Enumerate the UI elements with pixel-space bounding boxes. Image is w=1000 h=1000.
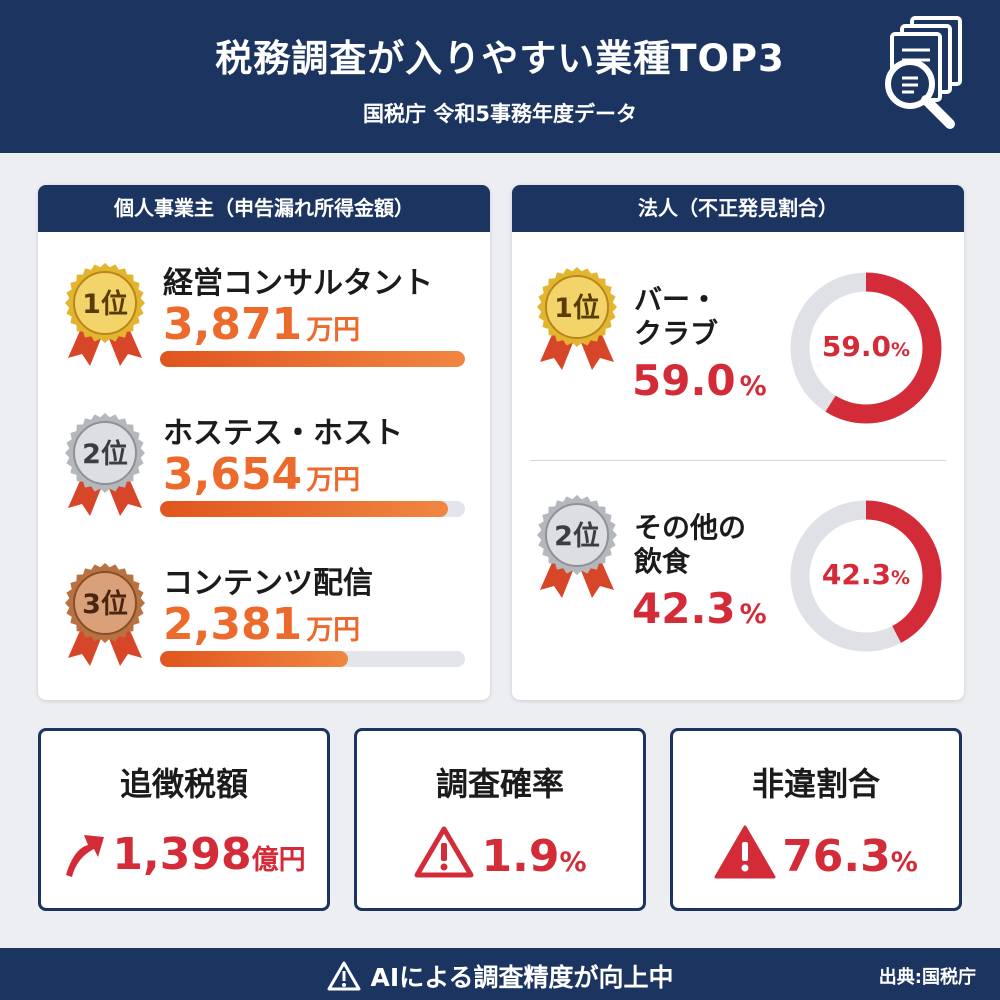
footer-source: 出典:国税庁: [878, 967, 976, 988]
medal-icon: 2位: [60, 408, 150, 518]
ranking-value: 59.0%: [632, 360, 767, 402]
corporate-panel-title: 法人（不正発見割合）: [512, 185, 964, 232]
medal-icon: 2位: [532, 490, 622, 600]
header: 税務調査が入りやすい業種TOP3 国税庁 令和5事務年度データ: [0, 0, 1000, 153]
medal-rank-label: 1位: [554, 292, 600, 324]
footer: AIによる調査精度が向上中 出典:国税庁: [0, 948, 1000, 1000]
medal-rank-label: 3位: [82, 588, 128, 620]
stat-box-additional-tax: 追徴税額 1,398億円: [38, 728, 330, 911]
stat-label: 追徴税額: [119, 765, 248, 803]
ranking-name: コンテンツ配信: [163, 566, 373, 601]
individual-panel-title: 個人事業主（申告漏れ所得金額）: [38, 185, 490, 232]
stat-value: 1,398億円: [41, 825, 327, 880]
stat-value: 1.9%: [357, 825, 643, 882]
stat-unit: 億円: [251, 845, 306, 876]
ranking-unit: %: [739, 599, 767, 630]
donut-arc: [790, 272, 942, 424]
stat-number: 1.9: [481, 831, 560, 882]
ranking-number: 59.0: [632, 356, 736, 405]
donut-value: 42.3: [821, 558, 892, 591]
ranking-unit: 万円: [306, 315, 361, 346]
donut-label: 42.3%: [782, 558, 950, 591]
ranking-bar: [160, 501, 465, 517]
ranking-value: 2,381 万円: [163, 603, 360, 647]
stat-label: 調査確率: [435, 765, 564, 803]
footer-message: AIによる調査精度が向上中: [0, 958, 1000, 994]
warning-outline-icon: [414, 826, 474, 878]
ranking-bar-fill: [160, 351, 465, 367]
donut-chart: 59.0%: [782, 264, 950, 432]
ranking-value: 3,654 万円: [163, 453, 360, 497]
ranking-unit: 万円: [306, 465, 361, 496]
warning-filled-icon: [714, 825, 776, 879]
ranking-number: 3,871: [163, 299, 303, 350]
page-subtitle: 国税庁 令和5事務年度データ: [363, 102, 637, 126]
ranking-name: 経営コンサルタント: [163, 266, 433, 301]
ranking-name-line2: クラブ: [634, 317, 719, 350]
donut-chart: 42.3%: [782, 492, 950, 660]
stat-unit: %: [559, 847, 587, 878]
stat-number: 76.3: [782, 831, 891, 882]
ranking-name-line1: その他の: [634, 511, 747, 544]
donut-arc: [790, 500, 942, 652]
arrow-up-icon: [66, 835, 105, 877]
medal-rank-label: 2位: [82, 438, 128, 470]
ranking-value: 42.3%: [632, 588, 767, 630]
ranking-number: 42.3: [632, 584, 736, 633]
document-search-icon: [885, 16, 962, 129]
stat-box-audit-rate: 調査確率 1.9%: [354, 728, 646, 911]
footer-message-text: AIによる調査精度が向上中: [370, 963, 674, 992]
medal-icon: 1位: [60, 258, 150, 368]
medal-rank-label: 1位: [82, 288, 128, 320]
ranking-name: ホステス・ホスト: [163, 416, 403, 451]
ranking-bar-fill: [160, 651, 348, 667]
ranking-bar: [160, 651, 465, 667]
medal-rank-label: 2位: [554, 520, 600, 552]
panel-divider: [530, 460, 946, 461]
stat-value: 76.3%: [673, 825, 959, 882]
ranking-number: 2,381: [163, 599, 303, 650]
warning-icon: [327, 961, 361, 991]
stat-number: 1,398: [112, 829, 252, 880]
ranking-unit: 万円: [306, 615, 361, 646]
medal-icon: 1位: [532, 262, 622, 372]
ranking-name-line1: バー・: [634, 283, 719, 316]
donut-value: 59.0: [821, 330, 892, 363]
ranking-number: 3,654: [163, 449, 303, 500]
ranking-bar: [160, 351, 465, 367]
ranking-bar-fill: [160, 501, 448, 517]
medal-icon: 3位: [60, 558, 150, 668]
page-title: 税務調査が入りやすい業種TOP3: [215, 37, 785, 80]
donut-unit: %: [891, 339, 911, 361]
ranking-unit: %: [739, 371, 767, 402]
stat-label: 非違割合: [751, 765, 880, 803]
ranking-name-line2: 飲食: [634, 545, 691, 578]
stat-unit: %: [890, 847, 918, 878]
ranking-value: 3,871 万円: [163, 303, 360, 347]
stat-box-violation-rate: 非違割合 76.3%: [670, 728, 962, 911]
donut-label: 59.0%: [782, 330, 950, 363]
donut-unit: %: [891, 567, 911, 589]
